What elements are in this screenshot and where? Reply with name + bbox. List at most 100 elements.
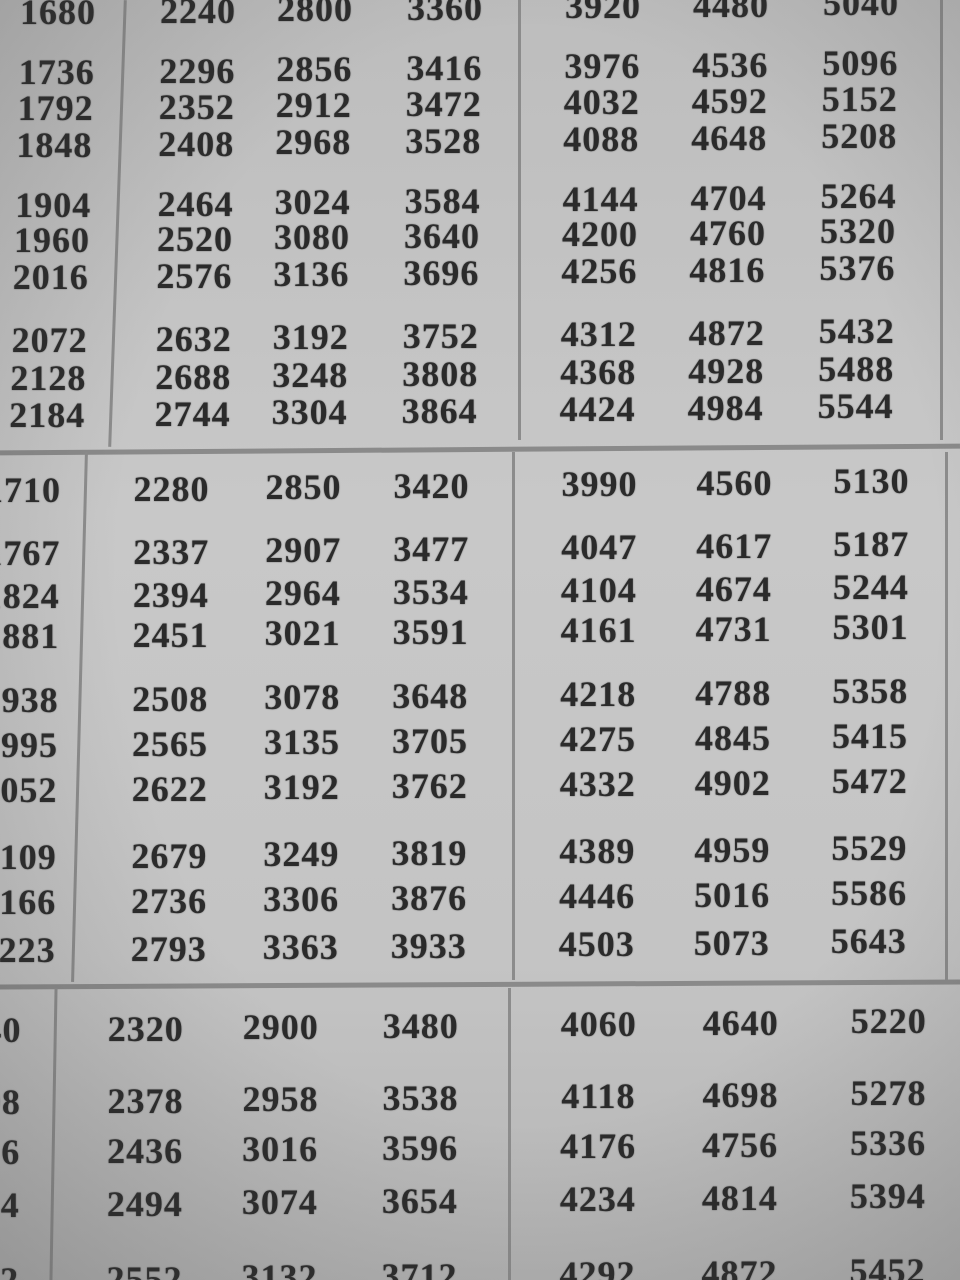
table-cell: 2296 [159,50,236,91]
table-cell: 4047 [561,527,638,567]
table-cell: 3920 [565,0,641,26]
table-cell: 4704 [690,177,767,218]
table-cell: 5336 [850,1123,927,1163]
table-cell: 2052 [0,770,58,810]
table-cell: 4928 [688,350,765,391]
table-cell: 5220 [850,1001,927,1041]
table-cell: 5278 [850,1073,927,1113]
table-cell: 5488 [818,349,895,389]
table-cell: 5040 [823,0,899,23]
table-cell: 4256 [561,251,638,291]
table-cell: 2850 [265,467,342,507]
table-cell: 4698 [702,1074,779,1115]
table-cell: 3360 [407,0,483,28]
table-cell: 1995 [0,725,58,765]
table-cell: 3538 [382,1077,459,1118]
table-cell: 4617 [696,525,773,566]
table-cell: 3248 [272,355,349,395]
table-cell: 4060 [560,1004,637,1044]
table-cell: 4816 [689,249,766,290]
table-cell: 4118 [561,1076,636,1116]
table-cell: 2900 [242,1007,319,1047]
table-cell: 4446 [559,876,636,916]
table-cell: 5472 [831,761,908,801]
table-cell: 5452 [849,1251,926,1280]
table-cell: 4731 [695,608,772,649]
table-cell: 3990 [561,464,638,504]
table-cell: 2508 [132,678,209,719]
table-cell: 4560 [696,462,773,503]
table-cell: 4959 [694,829,771,870]
table-cell: 5244 [832,567,909,607]
table-cell: 2912 [275,85,352,125]
table-cell: 2793 [130,928,207,969]
table-cell: 3819 [391,832,468,873]
table-cell: 5130 [833,461,910,501]
table-cell: 5358 [832,671,909,711]
table-cell: 4902 [694,762,771,803]
table-cell: 2964 [264,573,341,613]
table-cell: 4674 [695,568,772,609]
table-cell: 3416 [406,47,483,88]
table-cell: 5152 [821,79,898,119]
table-cell: 3363 [262,927,339,967]
table-cell: 4312 [560,314,637,354]
table-cell: 4592 [691,80,768,121]
table-cell: 2378 [107,1080,184,1121]
table-cell: 3640 [404,215,480,256]
table-cell: 2184 [9,395,86,435]
table-cell: 3078 [264,677,341,717]
vertical-rule [945,452,948,980]
table-cell: 5096 [822,43,899,83]
table-cell: 2072 [11,320,88,360]
table-cell: 2907 [265,530,342,570]
vertical-rule [108,0,127,447]
table-cell: 2016 [12,257,89,297]
table-cell: 2552 [106,1258,183,1280]
table-cell: 4845 [695,717,771,758]
table-cell: 1710 [0,470,61,510]
table-cell: 1736 [18,52,95,92]
table-cell: 4756 [702,1124,779,1165]
table-cell: 4389 [559,831,636,871]
vertical-rule [518,0,521,440]
table-cell: 2464 [157,183,234,224]
table-cell: 2576 [156,255,233,296]
table-cell: 1972 [0,1260,20,1280]
table-cell: 3132 [241,1257,318,1280]
table-cell: 5301 [832,607,909,647]
horizontal-rule [0,443,960,456]
table-cell: 5187 [833,524,910,564]
table-cell: 4536 [692,44,769,85]
table-cell: 4503 [558,924,635,964]
table-cell: 2451 [132,614,209,655]
table-cell: 4368 [560,352,637,392]
table-cell: 4234 [559,1179,636,1219]
table-cell: 4648 [691,117,768,158]
table-cell: 4480 [693,0,769,25]
table-cell: 4161 [560,610,637,650]
vertical-rule [49,987,58,1280]
table-cell: 2679 [131,835,208,876]
table-cell: 5208 [821,116,898,156]
table-cell: 4424 [559,389,636,429]
table-cell: 5320 [820,211,896,251]
table-cell: 2744 [154,393,231,434]
table-cell: 5016 [694,874,771,915]
table-cell: 4332 [559,764,636,804]
table-cell: 3136 [273,254,350,294]
table-cell: 3528 [405,120,482,161]
table-cell: 5264 [820,176,897,216]
table-cell: 2128 [10,358,87,398]
table-cell: 1740 [0,1010,22,1050]
table-cell: 5529 [831,828,908,868]
table-cell: 4176 [560,1126,637,1166]
vertical-rule [512,452,515,980]
table-cell: 3808 [402,353,479,394]
table-cell: 2520 [157,218,233,259]
table-cell: 4814 [701,1177,778,1218]
vertical-rule [508,988,511,1280]
table-cell: 2494 [106,1183,183,1224]
